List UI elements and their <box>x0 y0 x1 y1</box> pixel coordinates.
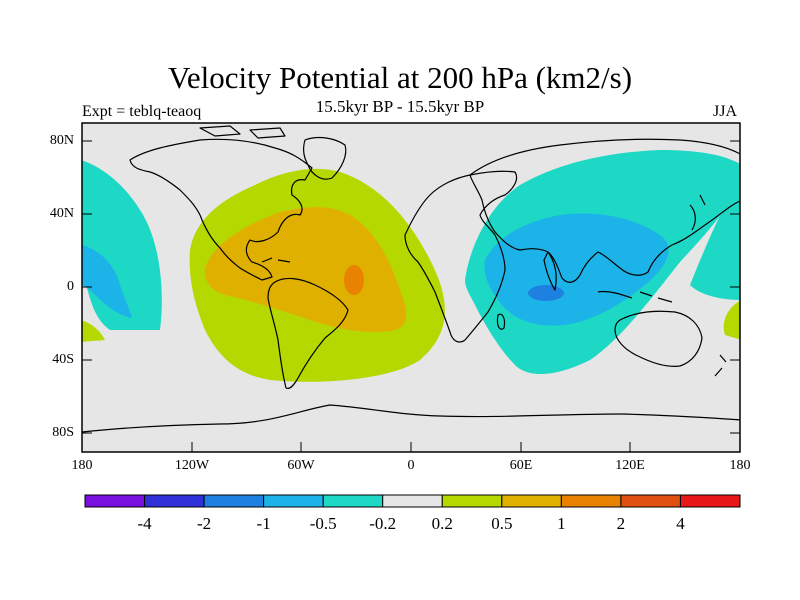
japan-outline <box>689 194 706 231</box>
contour-pos-edge-left <box>82 320 105 342</box>
madagascar-outline <box>496 313 506 330</box>
lat-label: 40N <box>49 206 74 221</box>
colorbar-label: -2 <box>196 514 212 533</box>
contour-pos-atlantic-peak <box>344 265 364 295</box>
colorbar-swatch <box>322 494 384 508</box>
lat-label: 80S <box>52 425 74 440</box>
colorbar-swatch <box>203 494 265 508</box>
lon-label: 0 <box>407 458 415 473</box>
colorbar-label: 2 <box>616 514 626 533</box>
lat-label: 80N <box>49 133 74 148</box>
north-america-outline <box>129 138 313 281</box>
lon-label: 180 <box>729 458 751 473</box>
india-outline <box>543 251 557 291</box>
contour-neg-indian-peak <box>528 285 564 301</box>
colorbar-label: 0.2 <box>431 514 453 533</box>
colorbar-swatch <box>501 494 562 508</box>
colorbar-label: 1 <box>557 514 566 533</box>
antarctica-outline <box>82 404 740 433</box>
lat-ticks <box>82 140 740 434</box>
colorbar <box>84 494 741 508</box>
contour-pos-atlantic-mid <box>205 207 407 332</box>
colorbar-label: 4 <box>676 514 685 533</box>
coastlines <box>82 125 740 433</box>
contour-neg-pacific-inner <box>82 245 132 318</box>
colorbar-label: 0.5 <box>491 514 513 533</box>
lat-label: 40S <box>52 352 74 367</box>
colorbar-swatch <box>144 494 205 508</box>
season-label: JJA <box>713 103 738 120</box>
contour-pos-edge-right <box>723 301 740 340</box>
colorbar-swatch <box>441 494 503 508</box>
europe-africa-outline <box>404 170 518 343</box>
colorbar-label: -0.5 <box>309 514 337 533</box>
colorbar-swatch <box>679 494 741 508</box>
plot-subtitle: 15.5kyr BP - 15.5kyr BP <box>315 97 485 116</box>
colorbar-swatch <box>382 494 443 508</box>
new-zealand-outline <box>714 354 727 377</box>
lon-label: 180 <box>71 458 93 473</box>
lon-label: 60E <box>509 458 533 473</box>
caribbean-outline <box>261 257 291 263</box>
colorbar-swatch <box>620 494 681 508</box>
plot-title: Velocity Potential at 200 hPa (km2/s) <box>167 60 633 95</box>
contour-fills <box>82 150 740 382</box>
colorbar-label: -0.2 <box>369 514 397 533</box>
lon-ticks <box>81 442 741 452</box>
colorbar-label: -4 <box>137 514 152 533</box>
lat-label: 0 <box>67 279 74 294</box>
lon-label: 120E <box>615 458 645 473</box>
indonesia-outline <box>597 290 673 303</box>
colorbar-swatch <box>84 494 146 508</box>
experiment-label: Expt = teblq-teaoq <box>82 103 202 120</box>
lon-label: 60W <box>287 458 315 473</box>
australia-outline <box>614 310 703 367</box>
colorbar-swatch <box>560 494 622 508</box>
south-america-outline <box>267 277 349 390</box>
asia-outline <box>469 138 740 283</box>
colorbar-label: -1 <box>256 514 271 533</box>
greenland-outline <box>302 136 347 180</box>
lon-label: 120W <box>174 458 210 473</box>
arctic-islands-outline <box>199 125 286 139</box>
contour-neg-indian-mid <box>484 213 669 326</box>
colorbar-swatch <box>263 494 324 508</box>
